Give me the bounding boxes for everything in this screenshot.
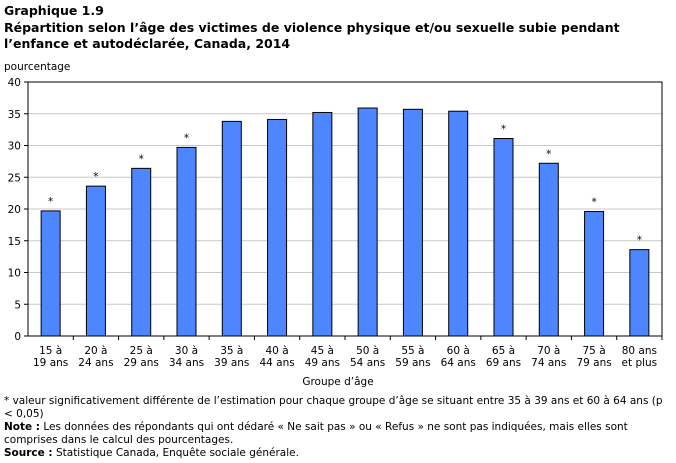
bar [448,110,469,337]
significance-marker: * [184,132,189,144]
bar [493,138,514,337]
bar [85,185,106,337]
y-tick-label: 25 [8,172,21,184]
x-tick-label: 35 à [220,345,243,357]
source-label: Source : [4,447,53,459]
y-tick-label: 15 [8,236,21,248]
bar [629,249,650,337]
x-tick-label: 70 à [537,345,560,357]
bar [131,167,152,337]
x-tick-label: 25 à [130,345,153,357]
x-tick-label: 75 à [583,345,606,357]
significance-marker: * [48,196,53,208]
x-tick-label: 30 à [175,345,198,357]
significance-marker: * [591,197,596,209]
x-tick-label: 60 à [447,345,470,357]
x-tick-label: 29 ans [124,357,159,369]
x-tick-label: 59 ans [395,357,430,369]
x-tick-label: 20 à [84,345,107,357]
significance-marker: * [139,153,144,165]
x-tick-label: 15 à [39,345,62,357]
x-tick-label: 39 ans [214,357,249,369]
x-tick-label: 24 ans [78,357,113,369]
bar [312,111,333,337]
significance-marker: * [637,235,642,247]
source-paragraph: Source : Statistique Canada, Enquête soc… [4,447,664,460]
x-axis-label: Groupe d’âge [302,376,374,388]
chart-label: Graphique 1.9 [4,3,104,18]
bar [40,210,61,337]
source-text: Statistique Canada, Enquête sociale géné… [52,447,299,459]
x-tick-label: 64 ans [441,357,476,369]
x-tick-label: 79 ans [576,357,611,369]
chart-title: Répartition selon l’âge des victimes de … [4,20,620,51]
chart-notes: * valeur significativement différente de… [4,395,664,460]
significance-marker: * [546,148,551,160]
x-tick-label: 54 ans [350,357,385,369]
x-tick-label: 49 ans [305,357,340,369]
bar [538,162,559,337]
x-tick-label: 69 ans [486,357,521,369]
note-label: Note : [4,421,40,433]
y-axis-label: pourcentage [4,61,71,73]
significance-note: * valeur significativement différente de… [4,395,663,420]
x-tick-label: 40 à [266,345,289,357]
x-tick-label: 44 ans [259,357,294,369]
x-tick-label: 80 ans [622,345,657,357]
y-tick-label: 0 [14,331,21,343]
significance-marker: * [501,124,506,136]
bar [402,108,423,337]
x-tick-label: 19 ans [33,357,68,369]
x-tick-label: 34 ans [169,357,204,369]
bar [176,146,197,337]
y-tick-label: 35 [8,109,21,121]
x-tick-label: 45 à [311,345,334,357]
note-text: Les données des répondants qui ont dédar… [4,421,628,446]
bar [357,107,378,337]
y-tick-label: 10 [8,268,21,280]
bar [584,211,605,337]
y-tick-label: 5 [14,299,21,311]
bar [221,120,242,337]
y-tick-label: 20 [8,204,21,216]
note-paragraph: Note : Les données des répondants qui on… [4,421,664,447]
x-tick-label: et plus [622,357,658,369]
x-tick-label: 50 à [356,345,379,357]
y-tick-label: 40 [8,77,21,89]
significance-marker: * [93,171,98,183]
y-tick-label: 30 [8,141,21,153]
bar [267,118,288,337]
x-tick-label: 55 à [401,345,424,357]
x-tick-label: 65 à [492,345,515,357]
x-tick-label: 74 ans [531,357,566,369]
